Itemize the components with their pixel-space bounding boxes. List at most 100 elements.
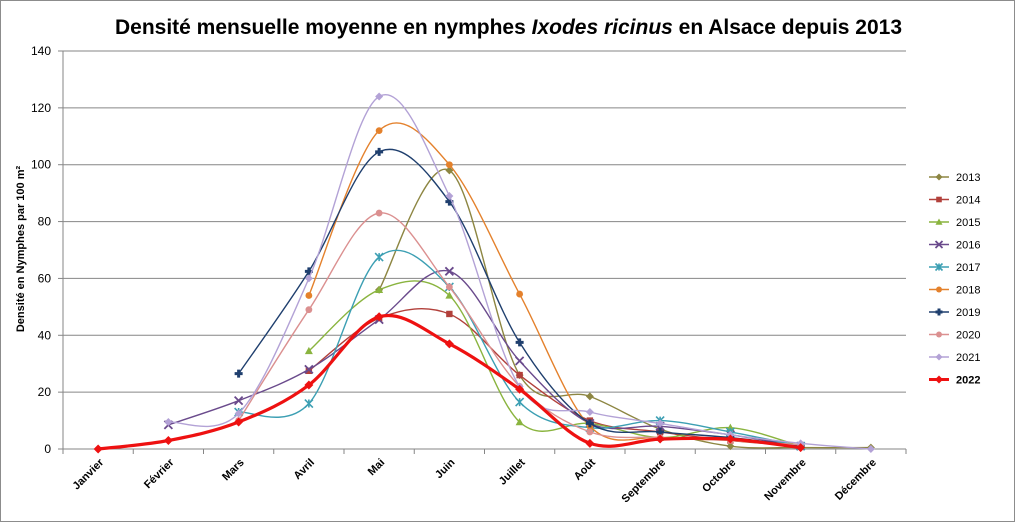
series-2015	[304, 280, 805, 450]
data-point-2016	[514, 356, 525, 366]
legend-label: 2019	[956, 307, 980, 319]
legend-marker	[936, 331, 942, 338]
x-tick-label: Septembre	[620, 457, 669, 506]
legend-marker	[935, 173, 943, 181]
axes	[58, 50, 907, 454]
legend-item-2017: 2017	[929, 262, 980, 274]
legend-marker	[936, 196, 942, 203]
series-line-2016	[167, 269, 802, 447]
data-point-2022	[796, 443, 806, 453]
legend-marker	[935, 353, 943, 361]
y-tick-label: 140	[31, 44, 51, 58]
data-point-2017	[304, 398, 314, 409]
data-point-2021	[164, 417, 173, 426]
data-point-2014	[516, 371, 523, 379]
legend: 2013 2014 2015 2016 2017 2018 2019 2020 2021 2022	[929, 172, 980, 387]
data-point-2014	[305, 367, 313, 375]
data-point-2019	[375, 147, 384, 156]
x-tick-label: Juin	[433, 456, 458, 481]
y-tick-label: 100	[31, 158, 51, 172]
data-point-2013	[726, 442, 735, 451]
legend-item-2016: 2016	[929, 240, 980, 252]
legend-label: 2015	[956, 217, 980, 229]
chart-title-part: Densité mensuelle moyenne en nymphes	[114, 16, 532, 39]
data-point-2021	[375, 92, 384, 101]
legend-item-2013: 2013	[929, 172, 980, 184]
data-point-2022	[93, 444, 103, 454]
data-point-2013	[585, 392, 594, 401]
data-point-2016	[444, 266, 455, 276]
legend-label: 2020	[956, 330, 980, 342]
data-point-2022	[234, 417, 244, 427]
legend-item-2018: 2018	[929, 285, 980, 297]
data-point-2020	[375, 209, 383, 217]
legend-marker	[934, 262, 944, 272]
y-tick-label: 60	[38, 271, 52, 285]
legend-marker	[935, 218, 943, 225]
series-2022	[93, 312, 806, 454]
legend-label: 2016	[956, 240, 980, 252]
x-tick-label: Février	[142, 456, 177, 491]
data-point-2022	[585, 438, 595, 448]
legend-label: 2014	[956, 195, 980, 207]
series-line-2019	[237, 148, 802, 447]
legend-label: 2013	[956, 172, 980, 184]
data-point-2018	[445, 161, 453, 169]
series-group	[93, 92, 875, 454]
x-tick-label: Octobre	[700, 457, 738, 495]
x-tick-label: Avril	[292, 457, 317, 482]
x-tick-label: Mars	[220, 457, 247, 484]
series-line-2013	[378, 168, 872, 449]
legend-marker	[934, 240, 944, 249]
data-point-2016	[304, 364, 314, 375]
data-point-2022	[163, 435, 173, 445]
data-point-2022	[515, 384, 525, 394]
y-axis-label: Densité en Nymphes par 100 m²	[15, 166, 27, 333]
y-tick-label: 20	[38, 385, 52, 399]
data-point-2015	[515, 417, 524, 426]
data-point-2018	[516, 290, 524, 298]
series-line-2017	[237, 249, 802, 447]
data-point-2015	[445, 291, 454, 299]
legend-marker	[935, 375, 943, 384]
legend-item-2020: 2020	[929, 330, 980, 342]
y-tick-label: 0	[44, 442, 51, 456]
legend-item-2019: 2019	[929, 307, 980, 319]
legend-label: 2018	[956, 285, 980, 297]
y-tick-label: 80	[38, 215, 52, 229]
data-point-2020	[305, 306, 313, 314]
data-point-2019	[585, 419, 594, 428]
data-point-2022	[374, 312, 384, 322]
y-tick-labels: 0 20 40 60 80 100 120 140	[31, 44, 51, 456]
data-point-2016	[233, 396, 244, 406]
series-2013	[375, 166, 875, 452]
x-tick-label: Juillet	[497, 456, 528, 487]
data-point-2018	[305, 292, 313, 299]
x-tick-label: Novembre	[762, 457, 809, 504]
data-point-2020	[445, 283, 453, 291]
series-line-2020	[237, 212, 802, 446]
series-line-2021	[167, 93, 872, 450]
series-line-2014	[308, 308, 802, 447]
data-point-2022	[444, 339, 454, 349]
data-point-2014	[446, 310, 453, 318]
x-tick-label: Août	[572, 456, 598, 482]
data-point-2020	[586, 428, 594, 436]
chart-title-species: Ixodes ricinus	[531, 16, 673, 39]
data-point-2021	[585, 408, 594, 417]
data-point-2021	[656, 419, 665, 428]
data-point-2021	[866, 445, 875, 453]
legend-item-2021: 2021	[929, 352, 980, 364]
chart-title-suffix: en Alsace depuis 2013	[672, 16, 903, 39]
data-point-2015	[304, 346, 313, 355]
legend-item-2014: 2014	[929, 195, 980, 207]
data-point-2017	[515, 397, 525, 407]
data-point-2021	[304, 274, 313, 283]
x-tick-label: Mai	[366, 457, 387, 478]
data-point-2019	[515, 338, 524, 347]
data-point-2021	[234, 409, 243, 418]
data-point-2022	[304, 380, 314, 390]
data-point-2022	[725, 434, 735, 444]
